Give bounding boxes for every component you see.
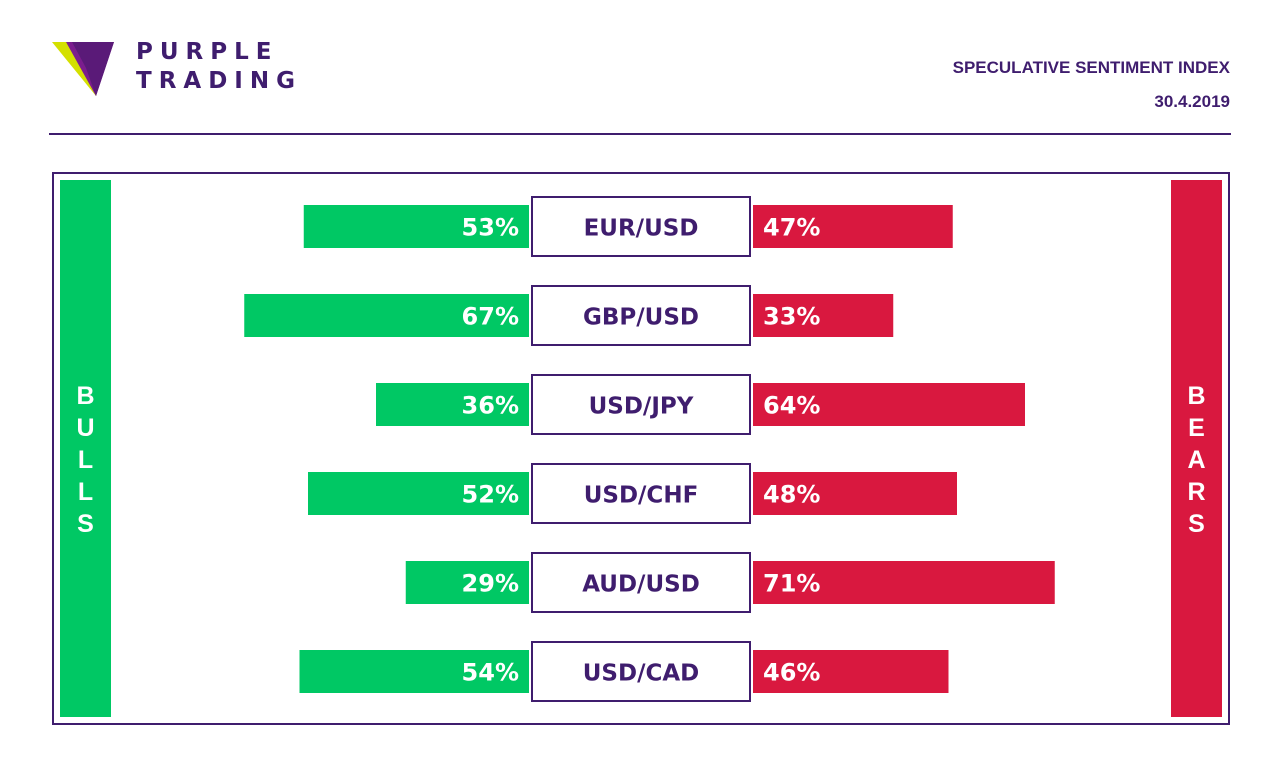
pair-label: GBP/USD	[583, 305, 699, 331]
brand-name: PURPLE TRADING	[136, 38, 302, 96]
report-date: 30.4.2019	[1154, 92, 1230, 111]
bull-value-label: 36%	[462, 392, 519, 420]
pair-box	[531, 463, 751, 524]
bull-bar	[299, 650, 529, 693]
pair-label: USD/CAD	[583, 661, 700, 687]
bull-bar	[308, 472, 529, 515]
side-letter: B	[1187, 382, 1206, 410]
bull-value-label: 54%	[462, 659, 519, 687]
bull-value-label: 53%	[462, 214, 519, 242]
chart-row: 52% 48% USD/CHF	[308, 463, 957, 524]
bull-value-label: 67%	[462, 303, 519, 331]
side-letter: E	[1188, 414, 1205, 442]
bear-value-label: 48%	[763, 481, 820, 509]
logo-mark-icon	[52, 42, 114, 96]
brand-line-1: PURPLE	[136, 39, 279, 65]
bear-bar	[753, 294, 894, 337]
brand-line-2: TRADING	[136, 68, 302, 94]
bear-bar	[753, 650, 949, 693]
header: PURPLE TRADING SPECULATIVE SENTIMENT IND…	[0, 0, 1280, 136]
pair-label: AUD/USD	[582, 572, 700, 598]
pair-label: USD/CHF	[584, 483, 699, 509]
bear-bar	[753, 561, 1055, 604]
bull-value-label: 52%	[462, 481, 519, 509]
page-title: SPECULATIVE SENTIMENT INDEX	[952, 58, 1230, 77]
pair-label: EUR/USD	[584, 216, 699, 242]
side-letter: U	[76, 414, 95, 442]
purple-trading-logo[interactable]: PURPLE TRADING	[52, 38, 322, 100]
bear-value-label: 46%	[763, 659, 820, 687]
side-letter: L	[77, 478, 94, 506]
pair-box	[531, 641, 751, 702]
chart-row: 54% 46% USD/CAD	[299, 641, 949, 702]
bear-value-label: 71%	[763, 570, 820, 598]
bear-value-label: 47%	[763, 214, 820, 242]
bull-bar	[405, 561, 529, 604]
pair-box	[531, 552, 751, 613]
bear-value-label: 64%	[763, 392, 820, 420]
pair-box	[531, 374, 751, 435]
side-letter: S	[77, 510, 94, 538]
chart-row: 29% 71% AUD/USD	[405, 552, 1055, 613]
chart-row: 36% 64% USD/JPY	[376, 374, 1025, 435]
bear-bar	[753, 205, 953, 248]
chart-row: 53% 47% EUR/USD	[303, 196, 953, 257]
chart-frame	[52, 172, 1230, 725]
side-letter: B	[76, 382, 95, 410]
pair-label: USD/JPY	[589, 394, 694, 420]
bear-bar	[753, 472, 957, 515]
bull-bar	[244, 294, 529, 337]
side-letter: L	[77, 446, 94, 474]
chart-row: 67% 33% GBP/USD	[244, 285, 894, 346]
bull-bar	[376, 383, 529, 426]
side-letter: A	[1187, 446, 1206, 474]
bear-value-label: 33%	[763, 303, 820, 331]
bear-bar	[753, 383, 1025, 426]
side-letter: R	[1187, 478, 1206, 506]
side-letter: S	[1188, 510, 1205, 538]
header-divider	[49, 133, 1231, 135]
bull-value-label: 29%	[462, 570, 519, 598]
pair-box	[531, 196, 751, 257]
bull-bar	[303, 205, 529, 248]
pair-box	[531, 285, 751, 346]
